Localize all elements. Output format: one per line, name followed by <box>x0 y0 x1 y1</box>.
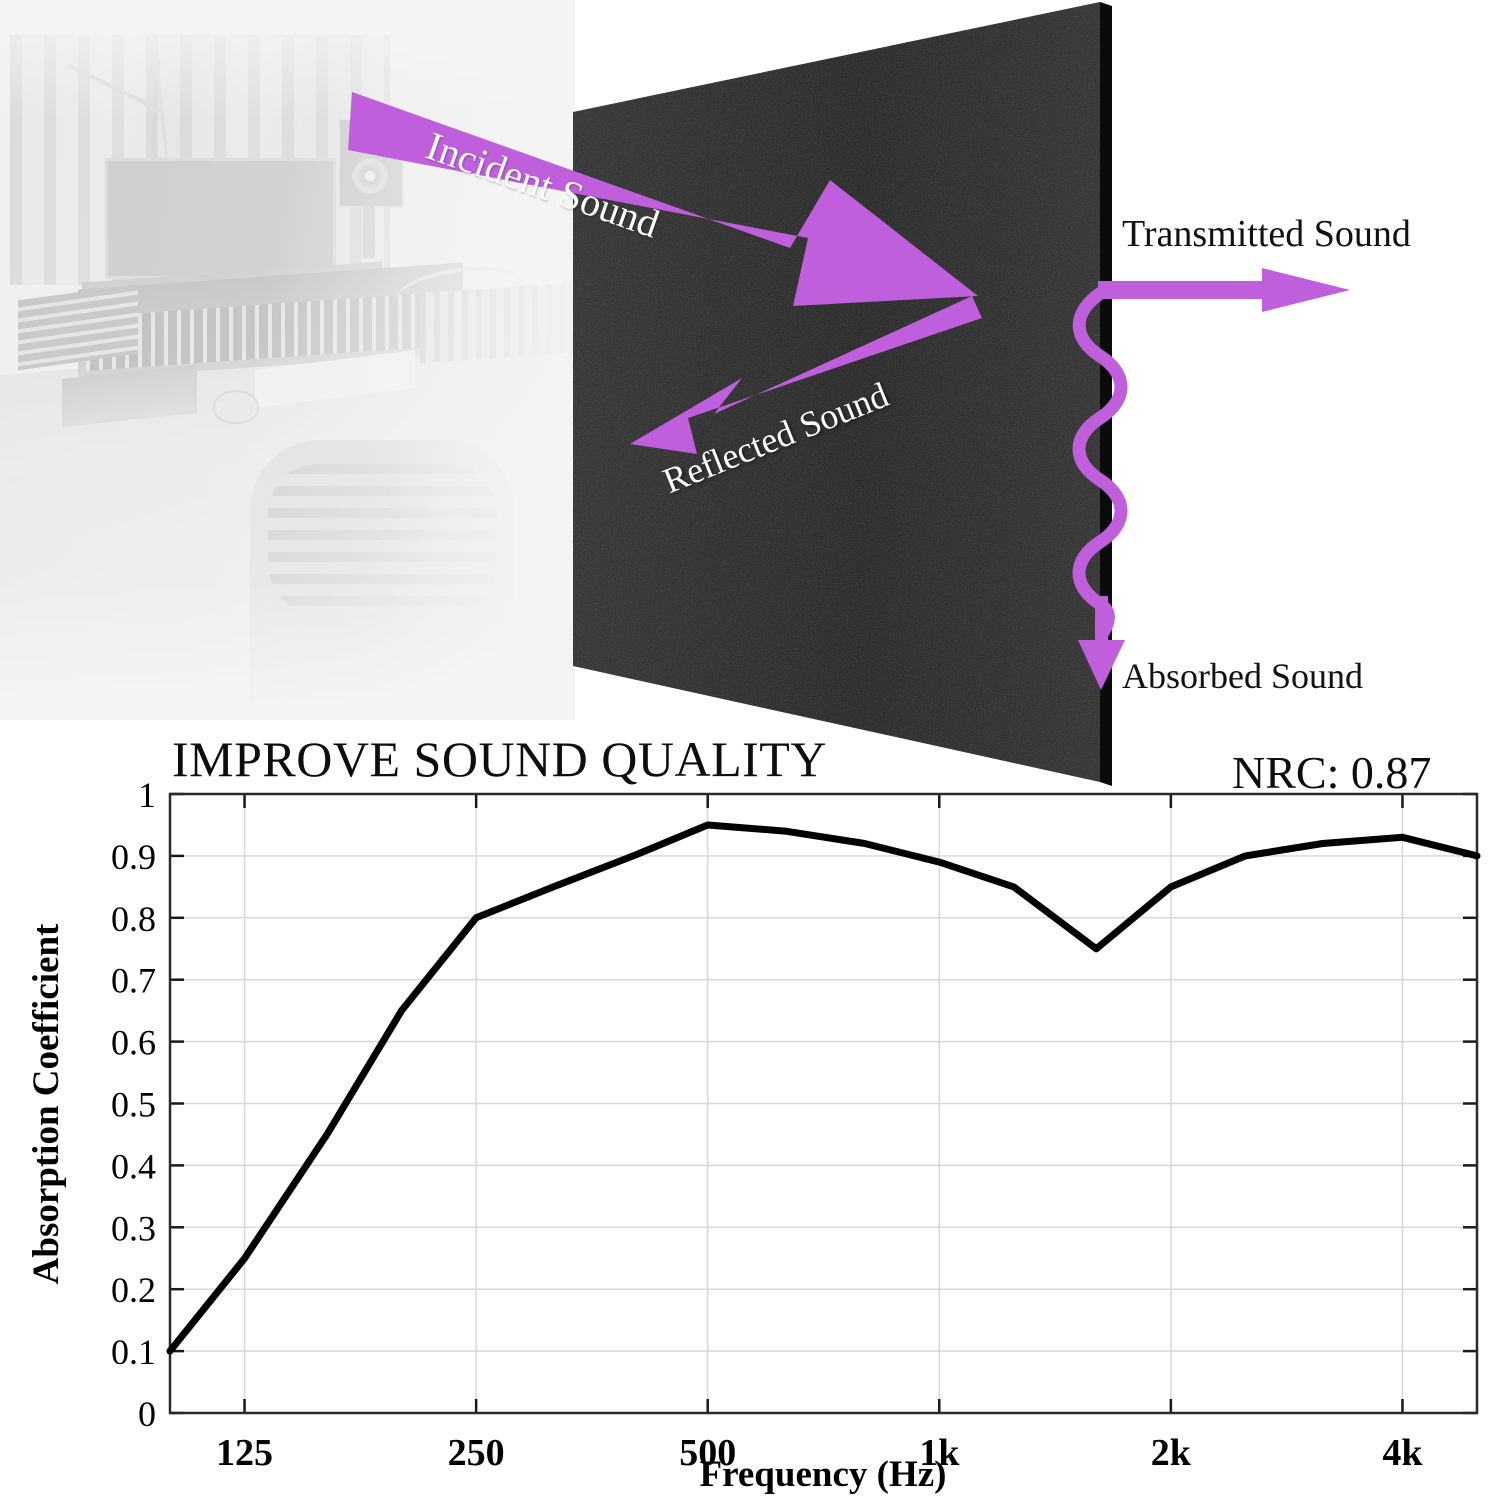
absorbed-sound-arrow <box>1078 596 1125 690</box>
x-tick-label: 4k <box>1382 1432 1423 1474</box>
chart-plot-frame <box>168 792 1479 1415</box>
incident-sound-arrow <box>348 92 978 306</box>
absorption-chart: IMPROVE SOUND QUALITY NRC: 0.87 0 0.1 0.2 0… <box>0 718 1497 1497</box>
x-tick-label: 1k <box>919 1432 960 1474</box>
photo-fade-bottom <box>0 580 575 720</box>
acoustic-panel-diagram: Incident Sound Reflected Sound Transmitt… <box>0 0 1497 800</box>
y-tick-label: 0 <box>138 1394 156 1434</box>
reflected-sound-arrow <box>630 296 982 454</box>
chart-canvas: 00.10.20.30.40.50.60.70.80.91 125 250 500 1… <box>26 775 1481 1495</box>
y-tick-label: 0.1 <box>111 1332 156 1372</box>
nrc-value: NRC: 0.87 <box>1232 747 1432 798</box>
x-tick-label: 125 <box>216 1432 273 1474</box>
y-axis-title: Absorption Coefficient <box>26 923 67 1284</box>
photo-fade-top <box>0 0 575 120</box>
y-tick-label: 0.7 <box>111 961 156 1001</box>
x-tick-label: 2k <box>1151 1432 1192 1474</box>
absorption-curve <box>166 821 1481 1355</box>
x-tick-label: 500 <box>679 1432 736 1474</box>
y-tick-label: 0.2 <box>111 1270 156 1310</box>
absorbed-sound-label: Absorbed Sound <box>1122 656 1363 696</box>
acoustic-panel-texture <box>573 2 1100 782</box>
transmitted-sound-arrow <box>1098 268 1350 312</box>
x-axis-tick-labels: 125 250 500 1k 2k 4k <box>216 1432 1423 1474</box>
chart-ticks <box>170 792 1477 1415</box>
y-tick-label: 0.4 <box>111 1146 156 1186</box>
x-tick-label: 250 <box>448 1432 505 1474</box>
absorbed-sound-wave <box>1072 285 1128 641</box>
chart-title: IMPROVE SOUND QUALITY <box>172 731 827 787</box>
panel-graphics <box>348 2 1350 786</box>
y-tick-label: 0.5 <box>111 1085 156 1125</box>
y-tick-label: 1 <box>138 775 156 815</box>
studio-photo <box>0 0 575 720</box>
transmitted-sound-label: Transmitted Sound <box>1122 213 1411 255</box>
chart-gridlines <box>170 794 1477 1413</box>
y-axis-tick-labels: 0 0.1 0.2 0.3 0.4 0.5 0.6 0.7 0.8 0.9 1 <box>111 775 156 1434</box>
y-tick-label: 0.9 <box>111 837 156 877</box>
x-axis-title: Frequency (Hz) <box>700 1454 947 1495</box>
y-tick-label: 0.6 <box>111 1023 156 1063</box>
y-tick-label: 0.8 <box>111 899 156 939</box>
y-tick-label: 0.3 <box>111 1208 156 1248</box>
acoustic-panel-edge <box>1100 2 1112 786</box>
